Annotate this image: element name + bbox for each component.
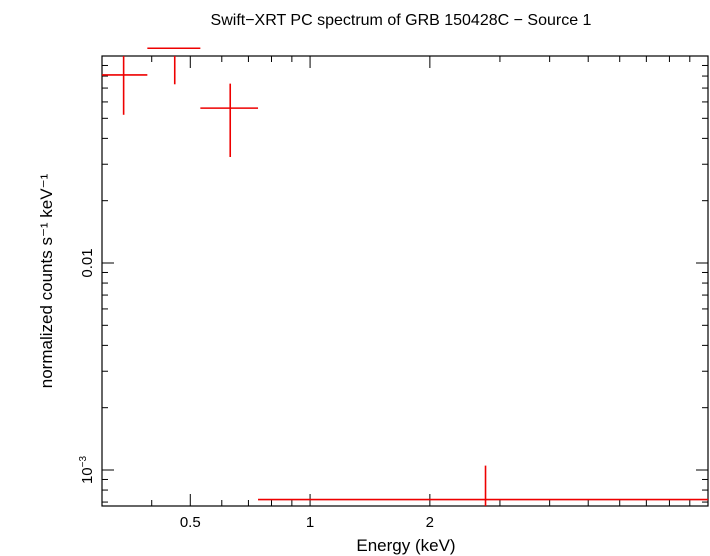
data-point [147, 47, 201, 85]
y-tick-label: 10−3 [78, 456, 96, 485]
x-axis-label: Energy (keV) [356, 536, 455, 555]
data-point [102, 56, 148, 115]
data-point [258, 465, 708, 506]
plot-frame [101, 55, 709, 507]
data-point [200, 83, 259, 158]
y-axis-label: normalized counts s⁻¹ keV⁻¹ [37, 173, 56, 388]
x-tick-label: 0.5 [180, 514, 201, 531]
x-tick-label: 1 [306, 514, 314, 531]
x-tick-label: 2 [426, 514, 434, 531]
chart-title: Swift−XRT PC spectrum of GRB 150428C − S… [211, 12, 592, 29]
tick-labels: 0.5 1 2 0.01 10−3 [78, 248, 434, 531]
data-marks [102, 47, 708, 506]
axis-ticks [101, 55, 709, 506]
y-tick-label: 0.01 [79, 248, 96, 277]
